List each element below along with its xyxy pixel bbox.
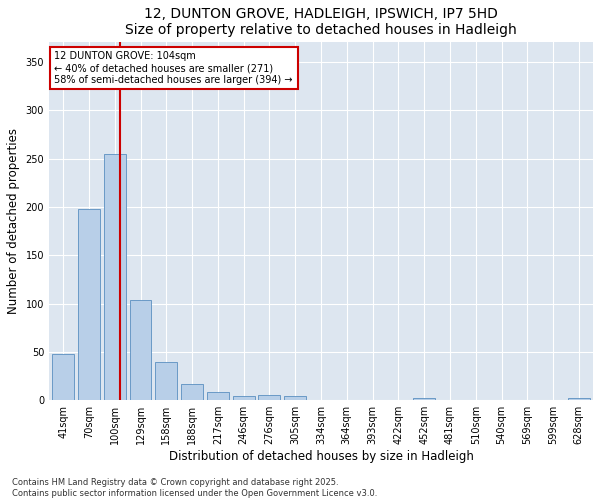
Bar — [104, 154, 125, 400]
Bar — [78, 209, 100, 400]
Bar — [568, 398, 590, 400]
Bar — [181, 384, 203, 400]
Text: Contains HM Land Registry data © Crown copyright and database right 2025.
Contai: Contains HM Land Registry data © Crown c… — [12, 478, 377, 498]
Bar — [284, 396, 306, 400]
Title: 12, DUNTON GROVE, HADLEIGH, IPSWICH, IP7 5HD
Size of property relative to detach: 12, DUNTON GROVE, HADLEIGH, IPSWICH, IP7… — [125, 7, 517, 37]
Text: 12 DUNTON GROVE: 104sqm
← 40% of detached houses are smaller (271)
58% of semi-d: 12 DUNTON GROVE: 104sqm ← 40% of detache… — [55, 52, 293, 84]
Bar — [207, 392, 229, 400]
Bar — [52, 354, 74, 401]
Y-axis label: Number of detached properties: Number of detached properties — [7, 128, 20, 314]
X-axis label: Distribution of detached houses by size in Hadleigh: Distribution of detached houses by size … — [169, 450, 473, 463]
Bar — [130, 300, 151, 400]
Bar — [413, 398, 435, 400]
Bar — [259, 396, 280, 400]
Bar — [233, 396, 254, 400]
Bar — [155, 362, 177, 401]
